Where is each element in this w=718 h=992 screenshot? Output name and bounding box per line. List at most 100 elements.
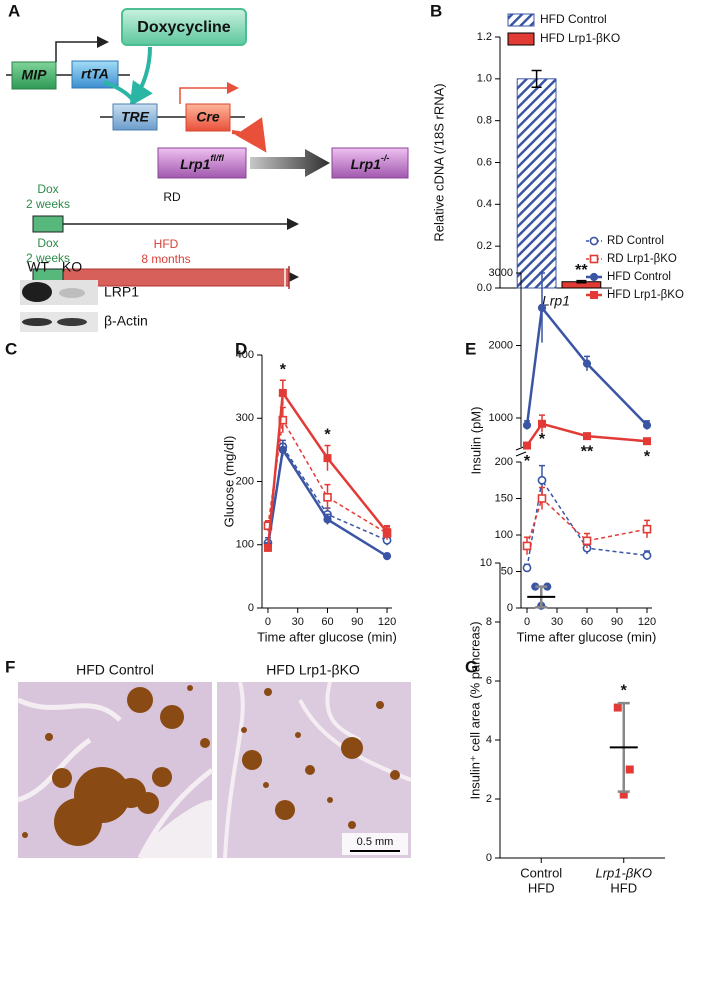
timeline-label: Dox bbox=[37, 182, 58, 196]
marker bbox=[323, 515, 332, 524]
floxed-label: Lrp1fl/fl bbox=[180, 153, 224, 171]
y-axis-label: Relative cDNA (/18S rRNA) bbox=[431, 83, 446, 241]
doxycycline-box bbox=[121, 8, 247, 46]
y-tick-label: 1000 bbox=[489, 412, 513, 424]
blot-band bbox=[57, 318, 87, 326]
marker bbox=[538, 419, 546, 428]
dox-period bbox=[32, 215, 64, 233]
y-tick-label: 150 bbox=[495, 492, 513, 504]
micrograph-title: HFD Lrp1-βKO bbox=[266, 662, 360, 678]
x-tick-label: 90 bbox=[611, 616, 623, 628]
y-tick-label: 0.0 bbox=[477, 282, 492, 294]
lane-label: KO bbox=[62, 259, 82, 275]
promoter-arrow bbox=[55, 36, 109, 62]
y-axis-label: Glucose (mg/dl) bbox=[221, 436, 236, 528]
panel-label: D bbox=[235, 339, 247, 358]
induction-arrow bbox=[129, 46, 153, 107]
marker bbox=[625, 765, 634, 774]
y-tick-label: 100 bbox=[236, 539, 254, 551]
islets bbox=[22, 685, 210, 846]
gene-superscript: -/- bbox=[381, 153, 390, 163]
panel-label: G bbox=[465, 657, 478, 676]
y-tick-label: 1.0 bbox=[477, 73, 492, 85]
marker bbox=[642, 421, 652, 430]
x-tick-label: 90 bbox=[351, 616, 363, 628]
marker bbox=[263, 543, 272, 552]
y-tick-label: 4 bbox=[486, 734, 492, 746]
y-tick-label: 10 bbox=[480, 557, 492, 569]
y-tick-label: 100 bbox=[495, 529, 513, 541]
marker bbox=[537, 494, 547, 503]
legend-label: RD Lrp1-βKO bbox=[607, 253, 677, 265]
y-tick-label: 0 bbox=[507, 602, 513, 614]
x-tick-label: 120 bbox=[638, 616, 656, 628]
legend-swatch bbox=[507, 32, 535, 46]
timeline-label: Dox bbox=[37, 236, 58, 250]
tre-box bbox=[112, 103, 158, 131]
knockout-label: Lrp1-/- bbox=[351, 153, 390, 171]
tissue-gap bbox=[140, 800, 212, 858]
western-blot: WT KO LRP1 β-Actin bbox=[20, 259, 148, 332]
x-tick-label: 0 bbox=[265, 616, 271, 628]
gene-name: Lrp1 bbox=[351, 156, 382, 172]
annotation: * bbox=[324, 427, 331, 444]
x-tick-label: HFD bbox=[528, 880, 555, 895]
conversion-arrow bbox=[250, 149, 330, 177]
legend-label: HFD Control bbox=[607, 271, 671, 283]
y-tick-label: 6 bbox=[486, 675, 492, 687]
scale-bar-label: 0.5 mm bbox=[357, 836, 394, 848]
marker bbox=[537, 303, 547, 312]
annotation: ** bbox=[575, 262, 588, 279]
series-line bbox=[525, 304, 648, 427]
blot-band bbox=[22, 318, 52, 326]
mip-label: MIP bbox=[22, 67, 48, 83]
y-tick-label: 3000 bbox=[489, 267, 513, 279]
marker bbox=[613, 703, 622, 712]
islets bbox=[241, 688, 400, 829]
blot-band bbox=[22, 282, 52, 302]
y-tick-label: 0 bbox=[486, 852, 492, 864]
x-tick-label: 30 bbox=[551, 616, 563, 628]
series-line bbox=[266, 389, 389, 549]
marker bbox=[582, 359, 592, 368]
scale-bar-box bbox=[342, 833, 408, 855]
marker bbox=[537, 475, 547, 485]
error-bar bbox=[531, 69, 542, 88]
marker bbox=[323, 454, 332, 463]
y-tick-label: 0 bbox=[248, 602, 254, 614]
series-line bbox=[267, 444, 388, 543]
panel-label: C bbox=[5, 339, 17, 358]
marker bbox=[590, 291, 598, 299]
y-tick-label: 300 bbox=[236, 412, 254, 424]
error-bar bbox=[576, 279, 587, 284]
cre-box bbox=[185, 103, 231, 132]
annotation: * bbox=[539, 431, 546, 448]
x-tick-label: Lrp1-βKO bbox=[595, 865, 652, 880]
marker bbox=[589, 254, 599, 264]
x-tick-label: 120 bbox=[378, 616, 396, 628]
marker bbox=[642, 524, 652, 534]
y-tick-label: 50 bbox=[501, 565, 513, 577]
bar bbox=[516, 78, 557, 289]
promoter-arrow bbox=[179, 82, 239, 104]
annotation: * bbox=[524, 453, 531, 470]
timeline-label: 2 weeks bbox=[26, 197, 70, 211]
y-tick-label: 200 bbox=[495, 456, 513, 468]
lane-label: WT bbox=[27, 259, 49, 275]
y-tick-label: 1.2 bbox=[477, 31, 492, 43]
micrographs: HFD Control HFD Lrp1-βKO 0.5 mm bbox=[16, 662, 412, 860]
x-tick-label: HFD bbox=[610, 880, 637, 895]
marker bbox=[522, 421, 532, 430]
y-tick-label: 0.6 bbox=[477, 156, 492, 168]
x-tick-label: Control bbox=[520, 865, 562, 880]
floxed-box bbox=[157, 147, 247, 179]
marker bbox=[522, 563, 532, 573]
y-tick-label: 0.8 bbox=[477, 115, 492, 127]
y-tick-label: 200 bbox=[236, 475, 254, 487]
tre-label: TRE bbox=[121, 109, 150, 125]
timeline-label: 2 weeks bbox=[26, 251, 70, 265]
marker bbox=[523, 441, 531, 450]
x-tick-label: Lrp1 bbox=[542, 293, 570, 309]
